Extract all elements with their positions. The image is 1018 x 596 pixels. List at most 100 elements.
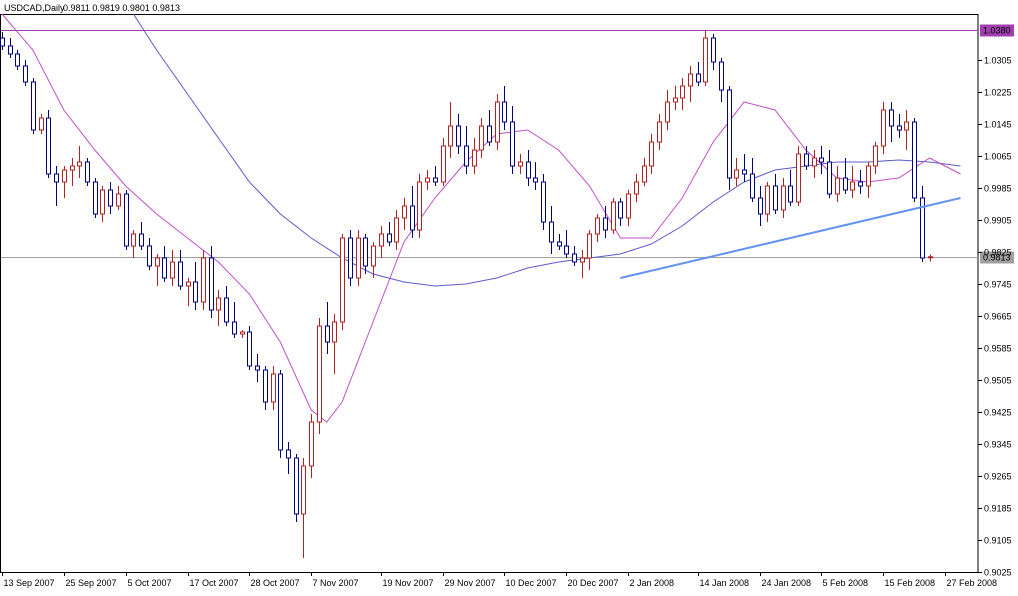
candle-body-18 <box>139 233 144 247</box>
candle-body-74 <box>572 253 577 263</box>
candle-body-33 <box>255 365 260 371</box>
y-tick-label-13: 0.9265 <box>984 472 1012 482</box>
candle-body-24 <box>186 281 191 287</box>
candle-body-93 <box>719 61 724 91</box>
candle-body-5 <box>39 117 44 131</box>
candle-body-114 <box>881 109 886 147</box>
candle-body-90 <box>696 73 701 83</box>
candle-body-95 <box>734 169 739 179</box>
candle-body-47 <box>363 237 368 267</box>
y-tick-label-6: 0.9825 <box>984 248 1012 258</box>
candle-body-22 <box>170 261 175 279</box>
candle-body-49 <box>379 233 384 247</box>
candle-body-14 <box>108 189 113 207</box>
candle-body-68 <box>526 161 531 179</box>
candle-body-89 <box>688 73 693 87</box>
y-tick-label-2: 1.0145 <box>984 120 1012 130</box>
candle-body-99 <box>765 185 770 215</box>
candle-body-28 <box>216 297 221 311</box>
y-tick-label-8: 0.9665 <box>984 312 1012 322</box>
price-line-label-0: 1.0380 <box>983 26 1011 36</box>
x-tick-label-6: 19 Nov 2007 <box>383 578 434 588</box>
trendline <box>620 197 961 279</box>
price-line-label-bg-1 <box>980 251 1014 264</box>
candle-body-13 <box>100 189 105 215</box>
plot-frame <box>0 14 979 573</box>
candle-body-45 <box>348 237 353 279</box>
candle-body-54 <box>417 181 422 231</box>
candle-body-37 <box>286 449 291 459</box>
candle-body-101 <box>781 185 786 211</box>
candle-body-76 <box>587 233 592 259</box>
candle-body-46 <box>356 237 361 279</box>
candle-body-80 <box>618 201 623 219</box>
candle-body-53 <box>410 205 415 231</box>
price-line-label-1: 0.9813 <box>983 253 1011 263</box>
candle-body-1 <box>8 45 13 55</box>
candle-body-96 <box>742 169 747 175</box>
candle-body-21 <box>162 257 167 279</box>
candle-body-15 <box>116 193 121 207</box>
y-tick-label-5: 0.9905 <box>984 216 1012 226</box>
y-tick-label-11: 0.9425 <box>984 408 1012 418</box>
candle-body-111 <box>858 181 863 187</box>
candle-body-40 <box>309 421 314 467</box>
candle-body-38 <box>294 457 299 515</box>
candle-body-98 <box>758 197 763 215</box>
x-tick-label-13: 5 Feb 2008 <box>823 578 869 588</box>
chart-title: USDCAD,Daily <box>4 3 65 13</box>
x-tick-label-15: 27 Feb 2008 <box>947 578 998 588</box>
y-tick-label-10: 0.9505 <box>984 376 1012 386</box>
candle-body-60 <box>464 145 469 167</box>
candle-body-7 <box>54 173 59 183</box>
candle-body-73 <box>564 245 569 255</box>
candle-body-86 <box>665 101 670 123</box>
y-tick-label-7: 0.9745 <box>984 280 1012 290</box>
candle-body-25 <box>193 281 198 303</box>
candle-body-119 <box>920 197 925 259</box>
x-tick-label-10: 2 Jan 2008 <box>630 578 675 588</box>
candle-body-71 <box>549 221 554 243</box>
candle-body-62 <box>479 125 484 151</box>
candle-body-118 <box>912 121 917 199</box>
candle-body-55 <box>425 177 430 183</box>
candle-body-107 <box>827 161 832 195</box>
x-tick-label-5: 7 Nov 2007 <box>313 578 359 588</box>
candle-body-110 <box>850 181 855 191</box>
candle-body-109 <box>843 177 848 191</box>
candle-body-102 <box>788 185 793 203</box>
x-tick-label-9: 20 Dec 2007 <box>568 578 619 588</box>
candle-body-85 <box>657 121 662 143</box>
candle-body-9 <box>70 165 75 171</box>
candle-body-29 <box>224 297 229 323</box>
candle-body-34 <box>263 369 268 403</box>
candle-body-3 <box>23 65 28 83</box>
candle-body-57 <box>441 145 446 183</box>
candle-body-69 <box>533 177 538 183</box>
candle-body-82 <box>634 181 639 195</box>
candle-body-20 <box>155 257 160 267</box>
candle-body-35 <box>271 373 276 403</box>
y-tick-label-12: 0.9345 <box>984 440 1012 450</box>
candle-body-70 <box>541 181 546 223</box>
candle-body-23 <box>178 261 183 287</box>
candle-body-87 <box>673 97 678 103</box>
candle-body-103 <box>796 153 801 203</box>
candle-body-105 <box>812 157 817 167</box>
candle-body-59 <box>456 125 461 147</box>
x-tick-label-0: 13 Sep 2007 <box>4 578 55 588</box>
candle-body-81 <box>626 193 631 219</box>
candle-body-104 <box>804 153 809 167</box>
candle-body-4 <box>31 81 36 131</box>
x-tick-label-12: 24 Jan 2008 <box>762 578 812 588</box>
candle-body-51 <box>394 217 399 243</box>
candle-body-44 <box>340 237 345 323</box>
x-tick-label-7: 29 Nov 2007 <box>445 578 496 588</box>
candle-body-91 <box>703 37 708 83</box>
candle-body-10 <box>77 161 82 167</box>
x-tick-label-2: 5 Oct 2007 <box>128 578 172 588</box>
candle-body-30 <box>232 321 237 335</box>
candle-body-92 <box>711 37 716 63</box>
candle-body-64 <box>495 101 500 143</box>
